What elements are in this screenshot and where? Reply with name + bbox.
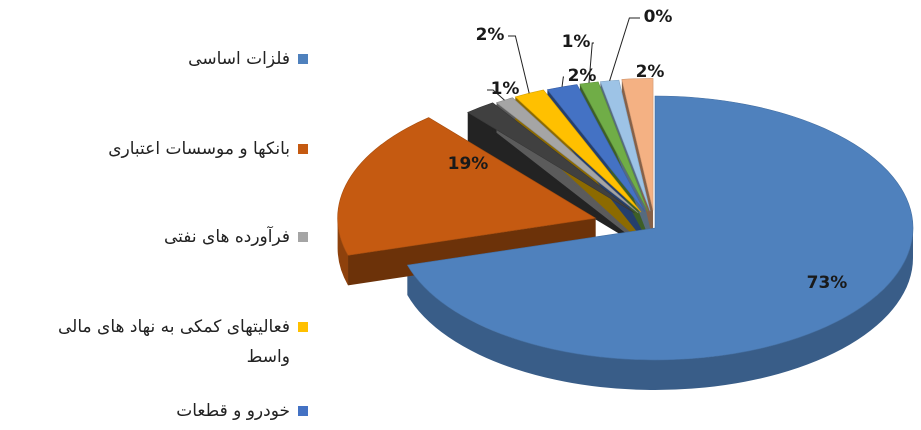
pie-slice: [467, 102, 635, 214]
data-label: 2%: [636, 62, 665, 82]
legend-item: خودرو و قطعات: [8, 396, 308, 426]
leader-lines: [487, 17, 640, 101]
pie-slice-rim: [337, 218, 349, 286]
pie-top-layer: [337, 78, 914, 361]
legend-label: بانکها و موسسات اعتباری: [108, 139, 290, 159]
chart-legend: فلزات اساسی بانکها و موسسات اعتباری فرآو…: [8, 0, 308, 430]
data-label: 1%: [562, 32, 591, 52]
pie-slice: [579, 81, 649, 212]
legend-item: فرآورده های نفتی: [8, 222, 308, 252]
legend-label: فرآورده های نفتی: [163, 227, 290, 247]
legend-swatch: [298, 232, 308, 242]
leader-line: [609, 17, 640, 81]
legend-swatch: [298, 406, 308, 416]
data-label: 19%: [448, 154, 489, 174]
leader-line: [487, 89, 505, 101]
data-label: 2%: [568, 66, 597, 86]
legend-swatch: [298, 322, 308, 332]
legend-swatch: [298, 54, 308, 64]
leader-line: [561, 76, 564, 87]
legend-swatch: [298, 144, 308, 154]
legend-item: بانکها و موسسات اعتباری: [8, 134, 308, 164]
pie-slice: [337, 117, 597, 256]
pie-slice: [406, 95, 914, 361]
legend-label: فلزات اساسی: [188, 49, 290, 69]
data-label: 0%: [644, 7, 673, 27]
data-label: 73%: [807, 273, 848, 293]
pie-slice: [621, 78, 654, 211]
pie-slice: [495, 97, 639, 214]
pie-slice-rim: [407, 228, 913, 390]
legend-label: فعالیتهای کمکی به نهاد های مالی واسط: [57, 317, 290, 367]
legend-item: فلزات اساسی: [8, 44, 308, 74]
data-labels: 73% 19% 1% 2% 2% 1% 0% 2%: [448, 7, 848, 293]
legend-item: فعالیتهای کمکی به نهاد های مالی واسط: [8, 312, 308, 372]
data-label: 1%: [491, 79, 520, 99]
leader-line: [588, 42, 594, 83]
leader-line: [508, 35, 530, 94]
legend-label: خودرو و قطعات: [176, 401, 290, 421]
pie-slice: [599, 79, 651, 212]
data-label: 2%: [476, 25, 505, 45]
